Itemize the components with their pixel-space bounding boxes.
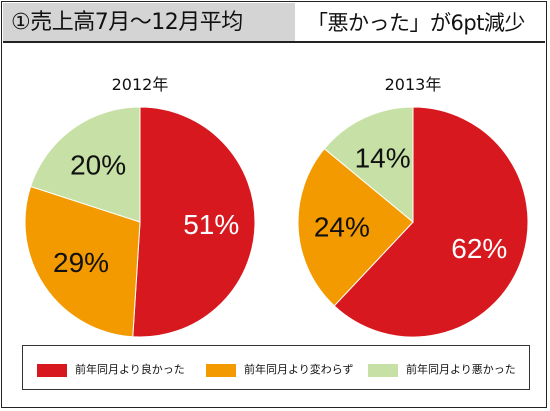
chart-heading: ①売上高7月～12月平均 [11,10,243,35]
pie-0-slice-bad [29,106,141,223]
pie-0-label-good: 51% [183,209,239,240]
legend-item-bad: 前年同月より悪かった [368,363,516,377]
pie-1: 2013年 62% 24% 14% [297,75,529,338]
pie-0-slice-same [24,185,141,338]
pie-0-label-same: 29% [53,247,109,278]
pie-0-slice-good [132,106,256,338]
pie-1-label-bad: 14% [355,142,411,173]
legend-swatch-good [37,363,67,377]
header-title-box: ①売上高7月～12月平均 [3,3,295,41]
pie-0-label-bad: 20% [70,149,126,180]
legend: 前年同月より良かった 前年同月より変わらず 前年同月より悪かった [22,345,530,390]
pie-1-slice-same [297,147,414,307]
chart-subheading: 「悪かった」が6pt減少 [307,11,525,35]
pie-title-1: 2013年 [385,75,442,94]
pie-1-slice-good [333,106,529,338]
legend-swatch-bad [368,363,398,377]
legend-item-good: 前年同月より良かった [37,363,185,377]
legend-label-good: 前年同月より良かった [75,363,185,376]
legend-swatch-same [206,363,236,377]
pie-1-slice-bad [323,106,414,224]
pie-1-label-same: 24% [314,211,370,242]
header-divider [3,41,545,43]
pie-0: 2012年 51% 29% 20% [24,75,256,338]
legend-label-same: 前年同月より変わらず [244,363,354,376]
pie-1-label-good: 62% [451,233,507,264]
pie-title-0: 2012年 [112,75,169,94]
legend-item-same: 前年同月より変わらず [206,363,354,377]
legend-label-bad: 前年同月より悪かった [406,363,516,376]
